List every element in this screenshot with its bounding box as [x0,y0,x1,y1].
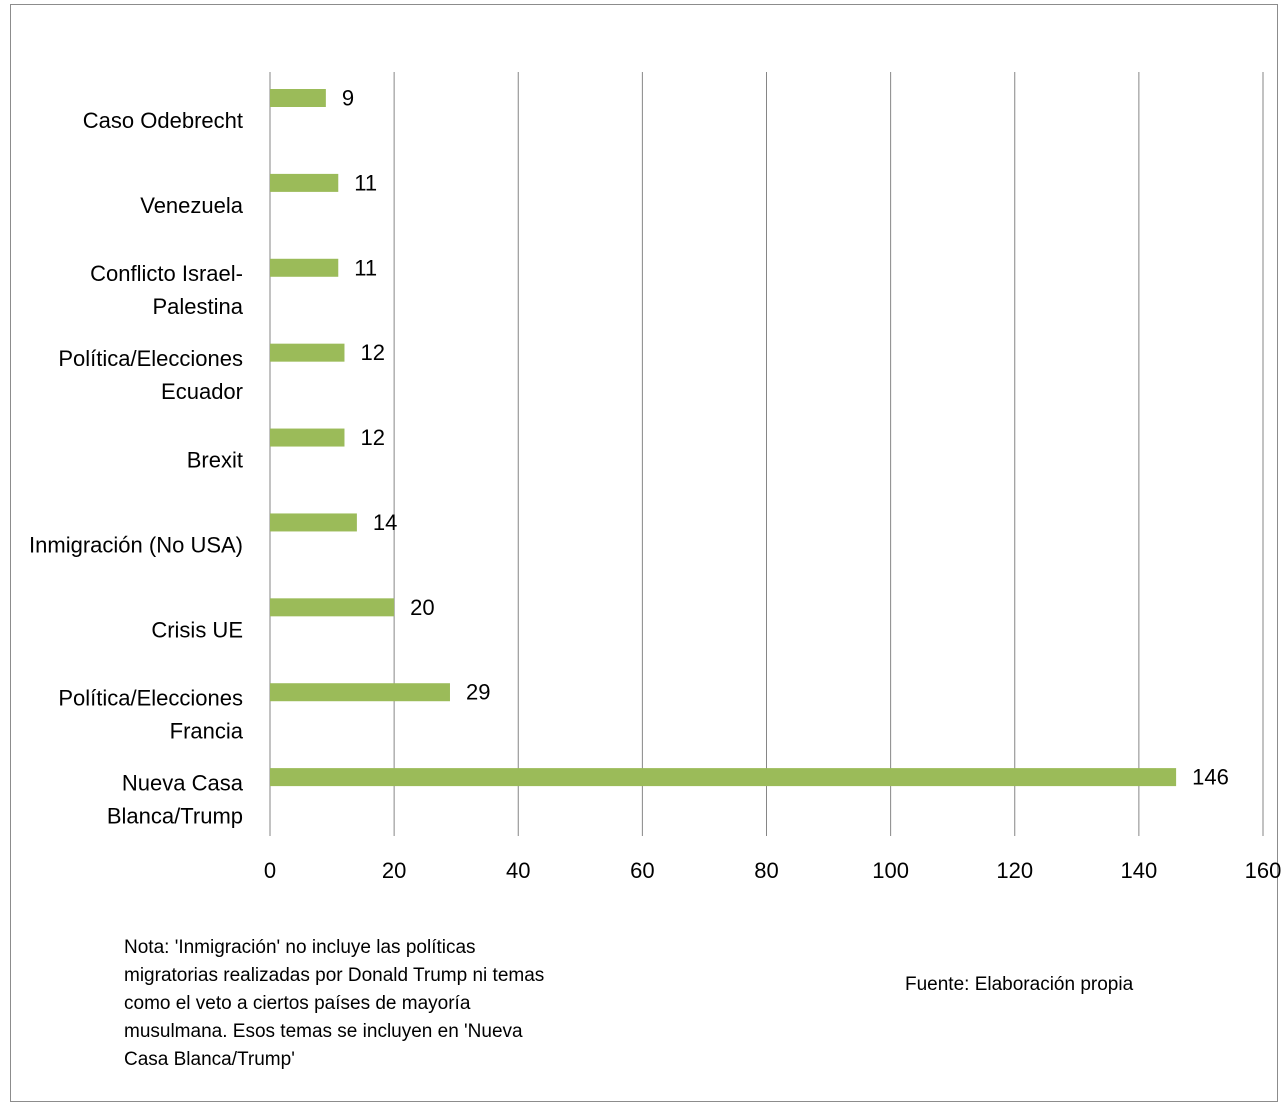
data-label: 146 [1192,765,1229,790]
bar [270,343,345,362]
x-tick-label: 140 [1121,858,1158,883]
bar [270,598,395,617]
data-label: 12 [360,425,384,450]
bar [270,89,326,107]
category-label: Inmigración (No USA) [29,532,243,557]
x-tick-label: 20 [382,858,406,883]
category-label: Conflicto Israel-Palestina [90,261,244,319]
chart-frame [10,4,1278,1102]
x-tick-label: 0 [264,858,276,883]
category-label: Nueva Casa Blanca/Trump [107,771,244,829]
bar [270,428,345,447]
x-tick-label: 60 [630,858,654,883]
category-label: Crisis UE [151,617,243,642]
data-label: 11 [354,255,377,280]
data-label: 11 [354,170,377,195]
category-labels: Caso Odebrecht Venezuela Conflicto Israel-… [29,108,244,829]
bar [270,173,339,192]
data-label: 12 [360,340,384,365]
data-label: 9 [342,86,354,111]
x-tick-label: 40 [506,858,530,883]
category-label: Brexit [187,448,243,473]
x-tick-label: 80 [754,858,778,883]
bar [270,768,1177,787]
x-tick-label: 100 [872,858,909,883]
data-label: 20 [410,595,434,620]
category-label: Política/Elecciones Francia [58,686,243,744]
chart-source: Fuente: Elaboración propia [905,974,1134,995]
bars [270,89,1177,787]
category-label: Política/Elecciones Ecuador [58,346,243,404]
data-labels: 9 11 11 12 12 14 20 29 146 [342,86,1229,790]
bar [270,683,450,702]
chart-note: Nota: 'Inmigración' no incluye las polít… [124,937,545,1070]
bar [270,513,357,532]
x-tick-label: 160 [1245,858,1282,883]
category-label: Venezuela [140,193,244,218]
grid-lines [269,72,1264,836]
data-label: 14 [373,510,397,535]
category-label: Caso Odebrecht [83,108,243,133]
x-axis-tick-labels: 0 20 40 60 80 100 120 140 160 [264,858,1281,883]
x-tick-label: 120 [996,858,1033,883]
bar [270,258,339,277]
data-label: 29 [466,680,490,705]
